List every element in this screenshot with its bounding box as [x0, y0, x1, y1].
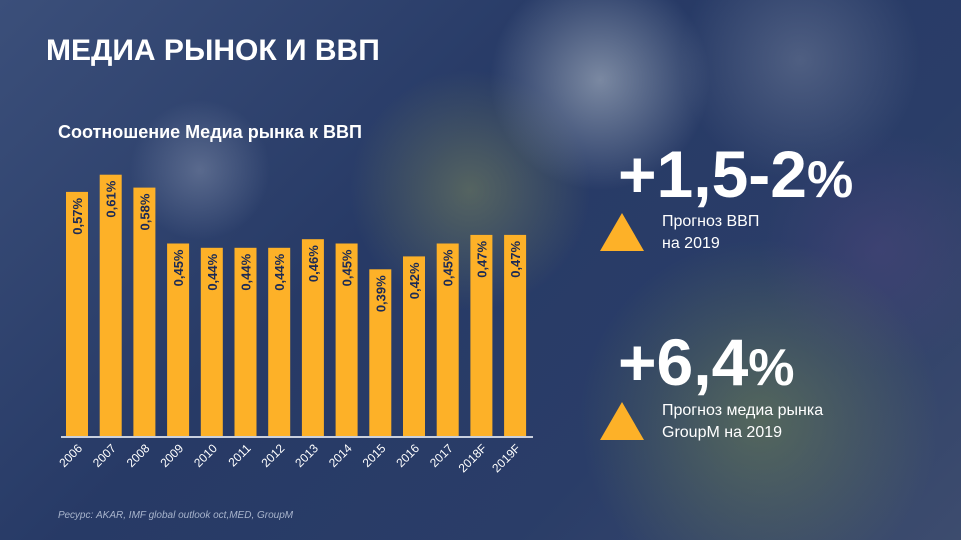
- bar-2006: [66, 191, 88, 437]
- bar-2019F: [504, 234, 527, 437]
- x-tick-label: 2009: [157, 441, 186, 470]
- data-label: 0,45%: [441, 249, 456, 286]
- kpi-gdp-text1: Прогноз ВВП: [662, 213, 760, 230]
- data-label: 0,39%: [373, 275, 388, 312]
- data-label: 0,42%: [407, 262, 422, 299]
- x-tick-label: 2016: [393, 441, 422, 470]
- data-label: 0,47%: [508, 240, 523, 277]
- kpi-gdp-text2: на 2019: [662, 235, 720, 252]
- bar-2015: [369, 269, 392, 437]
- x-tick-label: 2008: [124, 441, 153, 470]
- bar-2012: [268, 247, 291, 437]
- bar-2018F: [470, 234, 493, 437]
- kpi-media-unit: %: [748, 339, 795, 397]
- kpi-media-text1: Прогноз медиа рынка: [662, 402, 824, 419]
- bar-2013: [301, 239, 324, 437]
- bar-2011: [234, 247, 257, 437]
- triangle-up-icon: [600, 402, 644, 440]
- bar-2010: [200, 247, 223, 437]
- data-label: 0,47%: [474, 240, 489, 277]
- kpi-media-note: Прогноз медиа рынка GroupM на 2019: [662, 400, 823, 444]
- bar-2014: [335, 243, 358, 437]
- triangle-up-icon: [600, 213, 644, 251]
- x-tick-label: 2019F: [489, 441, 523, 475]
- data-label: 0,44%: [272, 253, 287, 290]
- page-title: МЕДИА РЫНОК И ВВП: [46, 34, 380, 67]
- x-tick-label: 2006: [56, 441, 85, 470]
- bar-2016: [403, 256, 425, 437]
- source-note: Ресурс: AKAR, IMF global outlook oct,MED…: [58, 510, 294, 521]
- kpi-gdp: +1,5-2%: [618, 141, 853, 207]
- bar-2008: [133, 187, 156, 437]
- bar-2009: [167, 243, 190, 437]
- data-label: 0,45%: [340, 249, 355, 286]
- data-label: 0,46%: [306, 245, 321, 282]
- data-label: 0,44%: [205, 253, 220, 290]
- x-tick-label: 2010: [191, 441, 220, 470]
- x-tick-label: 2015: [360, 441, 389, 470]
- x-tick-label: 2012: [259, 441, 288, 470]
- kpi-gdp-value: +1,5-2: [618, 137, 807, 211]
- x-tick-label: 2014: [326, 441, 355, 470]
- x-tick-label: 2011: [225, 441, 253, 469]
- chart-title: Соотношение Медиа рынка к ВВП: [58, 122, 362, 142]
- data-label: 0,45%: [171, 249, 186, 286]
- kpi-media-value: +6,4: [618, 325, 749, 399]
- data-label: 0,58%: [137, 193, 152, 230]
- bar-2007: [99, 174, 122, 437]
- kpi-gdp-note: Прогноз ВВП на 2019: [662, 211, 759, 255]
- data-label: 0,44%: [239, 253, 254, 290]
- kpi-media: +6,4%: [618, 329, 795, 395]
- x-tick-label: 2017: [427, 441, 456, 470]
- x-tick-label: 2013: [292, 441, 321, 470]
- data-label: 0,57%: [70, 197, 85, 234]
- x-tick-label: 2007: [90, 441, 119, 470]
- x-tick-label: 2018F: [456, 441, 490, 475]
- kpi-gdp-unit: %: [806, 151, 854, 209]
- data-label: 0,61%: [104, 180, 119, 217]
- kpi-media-text2: GroupM на 2019: [662, 424, 783, 441]
- bar-2017: [436, 243, 459, 437]
